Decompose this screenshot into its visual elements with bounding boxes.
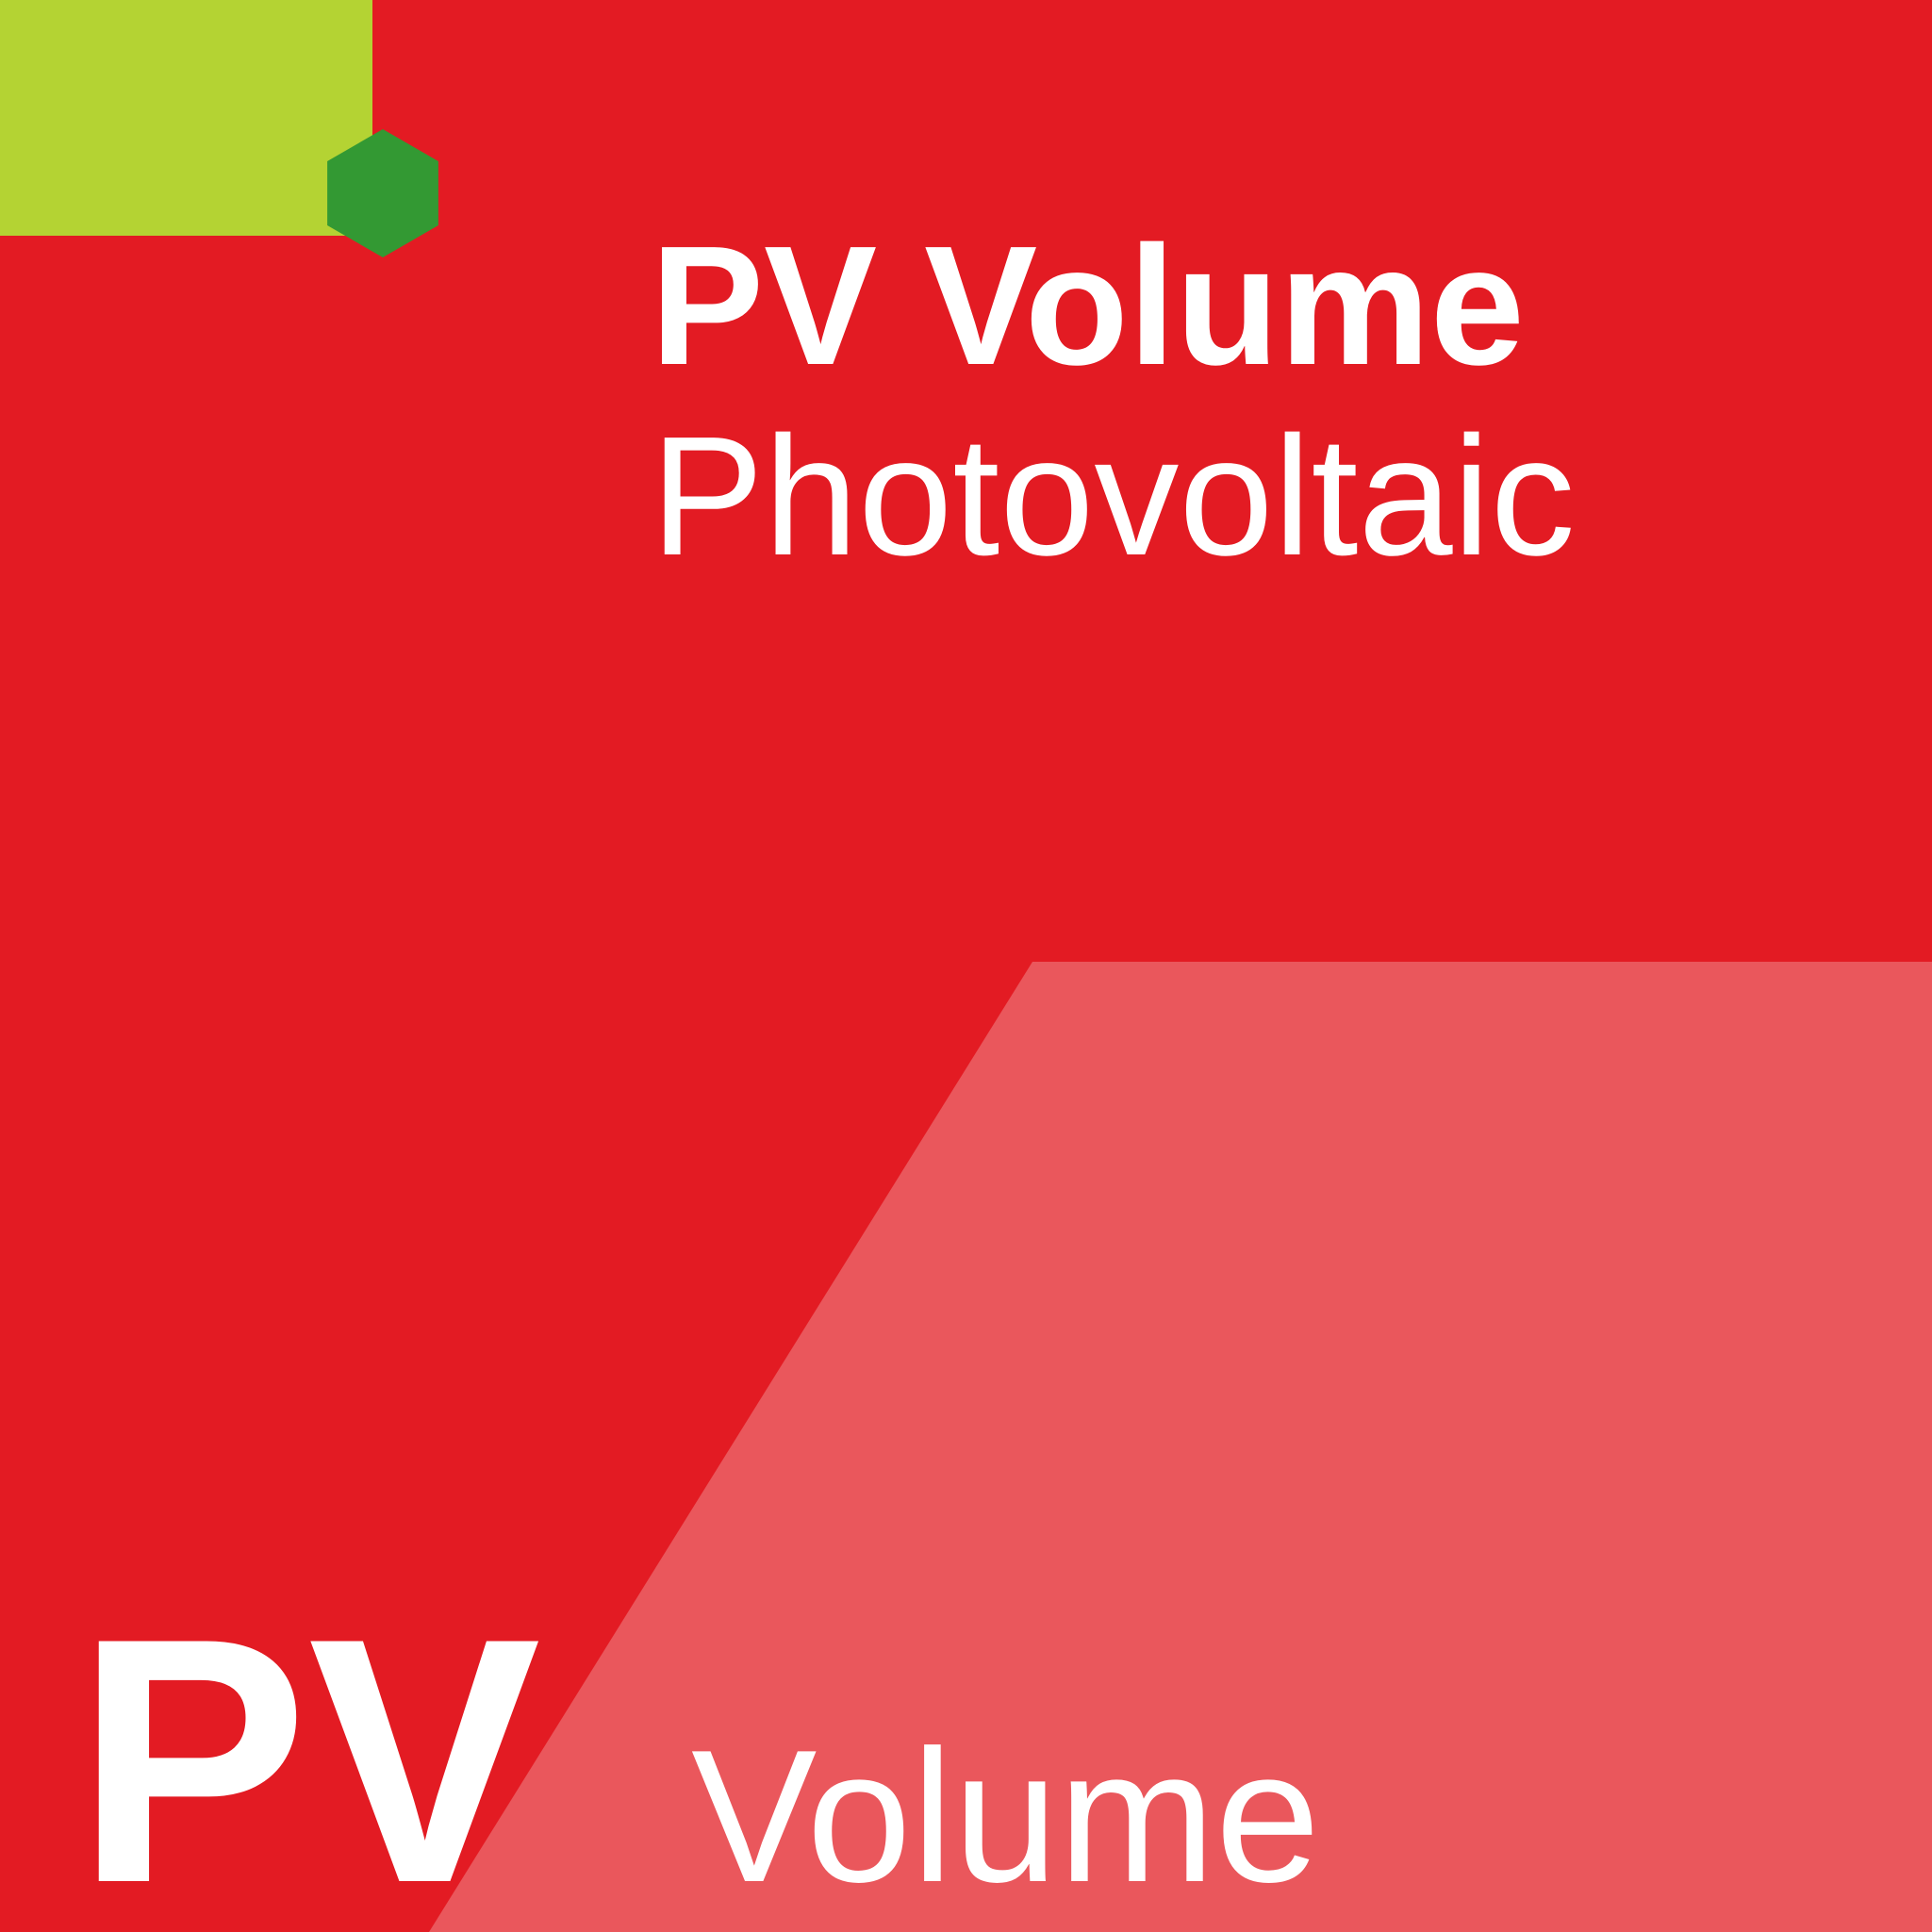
footer-big-text: PV [75,1560,541,1932]
infographic-canvas: PV Volume Photovoltaic PV Volume [0,0,1932,1932]
footer-small-text: Volume [691,1709,1320,1925]
headline-line2: Photovoltaic [651,402,1576,592]
footer-label: PV Volume [75,1560,1320,1932]
green-hexagon-icon [315,125,451,261]
headline-block: PV Volume Photovoltaic [651,211,1576,591]
headline-line1: PV Volume [651,211,1576,402]
